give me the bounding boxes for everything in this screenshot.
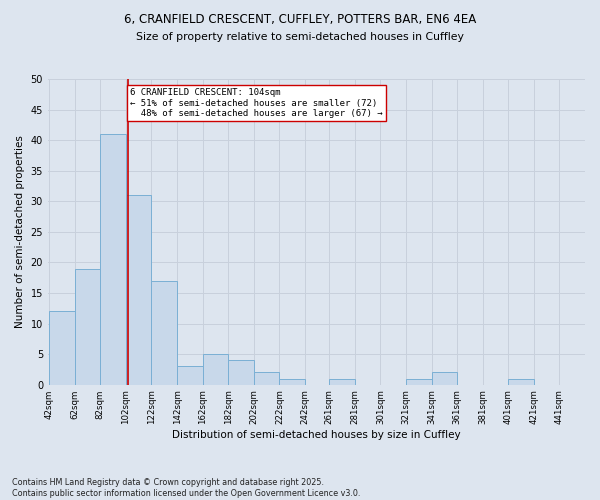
Bar — [280, 378, 305, 384]
Text: Size of property relative to semi-detached houses in Cuffley: Size of property relative to semi-detach… — [136, 32, 464, 42]
Bar — [508, 378, 534, 384]
Bar — [75, 268, 100, 384]
Bar — [177, 366, 203, 384]
Bar — [151, 281, 177, 384]
Bar — [329, 378, 355, 384]
Text: 6, CRANFIELD CRESCENT, CUFFLEY, POTTERS BAR, EN6 4EA: 6, CRANFIELD CRESCENT, CUFFLEY, POTTERS … — [124, 12, 476, 26]
Bar — [203, 354, 228, 384]
Bar — [49, 312, 75, 384]
Text: Contains HM Land Registry data © Crown copyright and database right 2025.
Contai: Contains HM Land Registry data © Crown c… — [12, 478, 361, 498]
Y-axis label: Number of semi-detached properties: Number of semi-detached properties — [15, 136, 25, 328]
Text: 6 CRANFIELD CRESCENT: 104sqm
← 51% of semi-detached houses are smaller (72)
  48: 6 CRANFIELD CRESCENT: 104sqm ← 51% of se… — [130, 88, 382, 118]
Bar — [100, 134, 126, 384]
Bar — [254, 372, 280, 384]
Bar — [126, 195, 151, 384]
Bar — [431, 372, 457, 384]
Bar — [228, 360, 254, 384]
Bar — [406, 378, 431, 384]
X-axis label: Distribution of semi-detached houses by size in Cuffley: Distribution of semi-detached houses by … — [172, 430, 461, 440]
